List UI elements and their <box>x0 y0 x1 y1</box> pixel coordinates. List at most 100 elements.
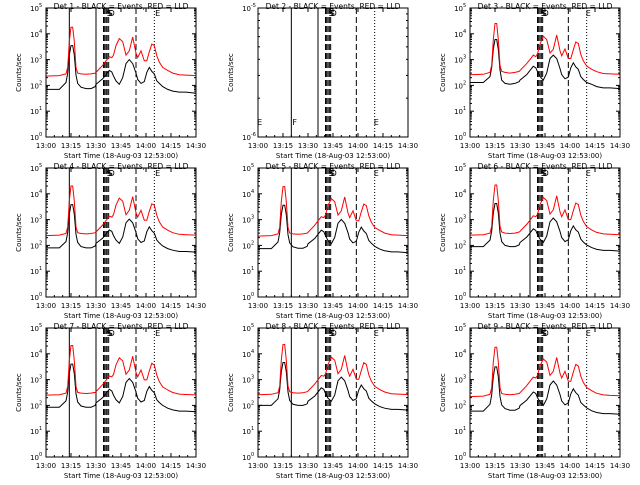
y-tick-exponent: 1 <box>39 266 42 272</box>
x-tick-label: 13:30 <box>298 142 318 150</box>
y-tick-label: 10 <box>242 402 251 410</box>
lld-series-line <box>470 23 620 76</box>
y-tick-label: 10 <box>454 134 463 142</box>
y-tick-label: 10 <box>242 5 251 13</box>
marker-letter: D <box>109 329 115 338</box>
y-tick-label: 10 <box>30 82 39 90</box>
x-tick-label: 14:00 <box>136 142 156 150</box>
y-tick-exponent: 2 <box>39 240 42 246</box>
events-series-line <box>46 204 196 253</box>
x-tick-label: 14:00 <box>136 302 156 310</box>
y-tick-label: 10 <box>242 165 251 173</box>
plot-area <box>470 8 620 137</box>
marker-letter: S <box>328 329 333 338</box>
x-tick-label: 14:15 <box>373 302 393 310</box>
marker-letter: S <box>542 329 547 338</box>
marker-letter: D <box>331 329 337 338</box>
y-axis-label: Counts/sec <box>227 53 235 92</box>
marker-letter: E <box>374 329 379 338</box>
marker-letter: D <box>331 169 337 178</box>
marker-letter: E <box>586 169 591 178</box>
panel-5: SSD E13:00 13:15 13:30 13:45 14:00 14:15 14:301… <box>227 162 418 320</box>
y-axis-label: Counts/sec <box>15 373 23 412</box>
y-tick-exponent: 4 <box>463 29 466 35</box>
marker-letter: D <box>109 169 115 178</box>
y-tick-exponent: 1 <box>463 106 466 112</box>
lld-series-line <box>258 186 408 237</box>
x-axis-label: Start Time (18-Aug-03 12:53:00) <box>488 312 602 320</box>
x-tick-label: 13:30 <box>510 142 530 150</box>
x-tick-label: 13:15 <box>273 462 293 470</box>
lld-series-line <box>46 345 196 396</box>
y-tick-label: 10 <box>242 217 251 225</box>
marker-letter: S <box>107 169 112 178</box>
y-tick-exponent: 3 <box>251 375 254 381</box>
y-tick-exponent: 0 <box>251 452 254 458</box>
y-axis-label: Counts/sec <box>227 373 235 412</box>
marker-letter: S <box>330 329 335 338</box>
y-axis-label: Counts/sec <box>439 213 447 252</box>
y-tick-label: 10 <box>242 428 251 436</box>
y-tick-exponent: 4 <box>251 349 254 355</box>
y-tick-label: 10 <box>30 191 39 199</box>
x-tick-label: 14:30 <box>610 142 630 150</box>
x-tick-label: 14:00 <box>560 462 580 470</box>
x-tick-label: 14:15 <box>161 462 181 470</box>
y-tick-exponent: 1 <box>463 266 466 272</box>
x-tick-label: 13:30 <box>86 462 106 470</box>
x-axis-label: Start Time (18-Aug-03 12:53:00) <box>276 472 390 480</box>
x-tick-label: 13:00 <box>248 462 268 470</box>
x-axis-label: Start Time (18-Aug-03 12:53:00) <box>64 312 178 320</box>
marker-letter: S <box>107 329 112 338</box>
x-tick-label: 13:45 <box>535 142 555 150</box>
events-series-line <box>470 203 620 252</box>
y-tick-exponent: 2 <box>463 80 466 86</box>
x-tick-label: 13:30 <box>86 302 106 310</box>
panel-6: SSD E13:00 13:15 13:30 13:45 14:00 14:15 14:301… <box>439 162 630 320</box>
marker-letter: S <box>108 329 113 338</box>
x-tick-label: 13:30 <box>86 142 106 150</box>
marker-letter: E <box>155 9 160 18</box>
y-tick-exponent: -5 <box>251 3 256 9</box>
x-tick-label: 13:00 <box>36 302 56 310</box>
panel-title: Det 4 - BLACK = Events, RED = LLD <box>54 162 189 171</box>
x-axis-label: Start Time (18-Aug-03 12:53:00) <box>64 152 178 160</box>
lld-series-line <box>46 26 196 77</box>
x-tick-label: 13:30 <box>510 302 530 310</box>
y-tick-label: 10 <box>454 454 463 462</box>
y-tick-exponent: 0 <box>463 452 466 458</box>
marker-letter: D <box>109 9 115 18</box>
y-tick-label: 10 <box>454 108 463 116</box>
marker-letter: S <box>107 9 112 18</box>
x-tick-label: 13:15 <box>61 302 81 310</box>
y-tick-exponent: 5 <box>39 323 42 329</box>
x-tick-label: 13:00 <box>36 462 56 470</box>
y-tick-label: 10 <box>242 454 251 462</box>
y-tick-label: 10 <box>454 351 463 359</box>
y-tick-label: 10 <box>242 294 251 302</box>
x-tick-label: 14:00 <box>348 462 368 470</box>
x-tick-label: 13:30 <box>298 462 318 470</box>
y-tick-exponent: 5 <box>39 3 42 9</box>
marker-letter: E <box>586 9 591 18</box>
y-tick-label: 10 <box>30 31 39 39</box>
x-tick-label: 14:15 <box>585 462 605 470</box>
y-tick-exponent: 0 <box>39 132 42 138</box>
x-axis-label: Start Time (18-Aug-03 12:53:00) <box>488 472 602 480</box>
y-tick-exponent: 1 <box>39 106 42 112</box>
panel-title: Det 6 - BLACK = Events, RED = LLD <box>478 162 613 171</box>
y-tick-exponent: 2 <box>39 80 42 86</box>
y-tick-label: 10 <box>30 57 39 65</box>
y-tick-label: 10 <box>454 57 463 65</box>
y-tick-label: 10 <box>30 325 39 333</box>
marker-letter: D <box>543 329 549 338</box>
y-tick-exponent: 2 <box>463 240 466 246</box>
y-tick-label: 10 <box>30 242 39 250</box>
events-series-line <box>470 366 620 415</box>
x-tick-label: 14:00 <box>560 302 580 310</box>
x-tick-label: 14:15 <box>585 302 605 310</box>
y-tick-label: 10 <box>242 268 251 276</box>
x-tick-label: 14:30 <box>398 302 418 310</box>
marker-letter: S <box>330 169 335 178</box>
plot-area <box>470 168 620 297</box>
